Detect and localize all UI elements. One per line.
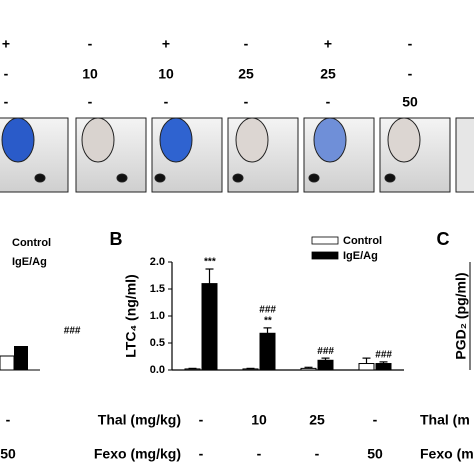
x-row-label: Thal (mg/kg): [98, 412, 181, 428]
x-row-value: 50: [0, 446, 16, 462]
photo: [151, 117, 223, 193]
x-row-label: Fexo (m: [420, 446, 474, 462]
header-cell: +: [2, 36, 10, 52]
y-tick-label: 1.0: [150, 310, 165, 322]
header-cell: -: [88, 36, 93, 52]
y-tick-label: 0.5: [150, 337, 165, 349]
significance-label: ###: [375, 350, 392, 361]
x-row-value: -: [199, 412, 204, 428]
bar: [242, 368, 259, 371]
photo: [0, 117, 69, 193]
panel-label: B: [110, 229, 123, 249]
header-cell: -: [4, 66, 9, 82]
x-row-value: -: [257, 446, 262, 462]
legend-swatch: [311, 236, 339, 245]
bar: [300, 367, 317, 371]
x-row-label: Fexo (mg/kg): [94, 446, 181, 462]
photo: [75, 117, 147, 193]
fragment-bar: [0, 355, 15, 371]
annotation: ###: [64, 326, 81, 337]
x-row-value: 25: [309, 412, 325, 428]
bar: [358, 363, 375, 371]
header-cell: -: [4, 94, 9, 110]
legend-label: Control: [343, 235, 382, 247]
x-row-value: -: [373, 412, 378, 428]
legend-label: IgE/Ag: [343, 250, 378, 262]
legend-swatch: [311, 251, 339, 260]
y-axis-label: LTC₄ (ng/ml): [123, 274, 139, 357]
header-cell: -: [244, 36, 249, 52]
bar: [375, 363, 392, 371]
header-cell: -: [326, 94, 331, 110]
header-cell: 50: [402, 94, 418, 110]
x-row-label: Thal (m: [420, 412, 470, 428]
bar: [317, 359, 334, 371]
photo: [227, 117, 299, 193]
y-tick-label: 2.0: [150, 256, 165, 268]
x-row-value: 50: [367, 446, 383, 462]
x-row-value: -: [199, 446, 204, 462]
legend-label: Control: [12, 237, 51, 249]
y-axis-label: PGD₂ (pg/ml): [453, 272, 469, 359]
header-cell: -: [408, 36, 413, 52]
y-tick-label: 1.5: [150, 283, 165, 295]
significance-label: **: [264, 316, 273, 327]
significance-label: ###: [317, 346, 334, 357]
header-cell: -: [88, 94, 93, 110]
header-cell: -: [164, 94, 169, 110]
x-row-value: -: [6, 412, 11, 428]
bar: [201, 283, 218, 371]
legend-label: IgE/Ag: [12, 256, 47, 268]
header-cell: 10: [158, 66, 174, 82]
header-cell: -: [408, 66, 413, 82]
photo-row: [0, 117, 474, 193]
significance-label: ###: [259, 305, 276, 316]
header-cell: 25: [320, 66, 336, 82]
header-cell: -: [244, 94, 249, 110]
header-cell: 25: [238, 66, 254, 82]
header-cell: +: [162, 36, 170, 52]
photo: [379, 117, 451, 193]
photo: [455, 117, 474, 193]
header-cell: 10: [82, 66, 98, 82]
significance-label: ***: [204, 257, 217, 268]
x-row-value: -: [315, 446, 320, 462]
x-row-value: 10: [251, 412, 267, 428]
fragment-bar: [14, 346, 28, 370]
bar: [259, 332, 276, 371]
header-cell: +: [324, 36, 332, 52]
y-tick-label: 0.0: [150, 364, 165, 376]
panel-label: C: [437, 229, 450, 249]
bar: [184, 368, 201, 371]
photo: [303, 117, 375, 193]
